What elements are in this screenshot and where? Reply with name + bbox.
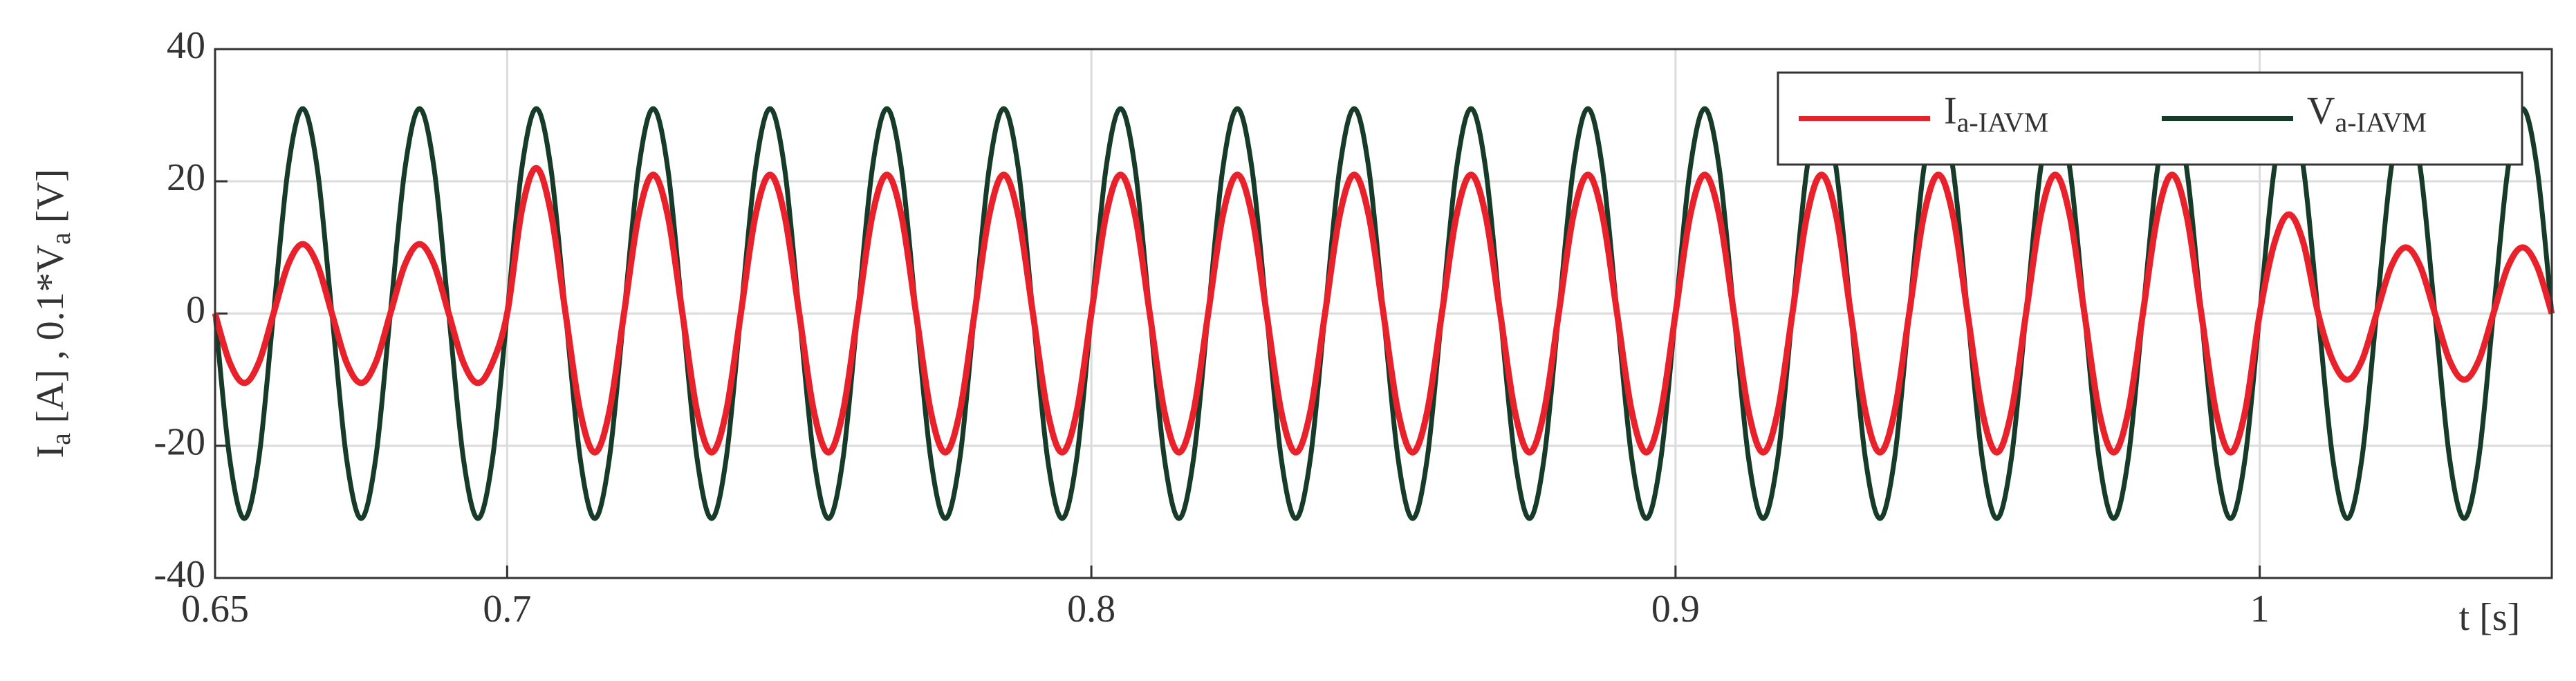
y-axis-label-part: [V] [29,169,72,232]
x-tick-label: 0.8 [1067,588,1115,631]
series-line [212,165,2555,456]
x-tick-label: 0.7 [483,588,531,631]
y-tick-label: -40 [154,553,205,596]
y-axis-label-part: I [29,445,72,458]
legend-label: Va-IAVM [2307,89,2427,138]
y-tick-label: -20 [154,421,205,464]
y-tick-label: 40 [167,24,205,67]
y-axis-label-part: [A] , 0.1*V [29,245,72,433]
y-axis-label-subscript: a [45,433,76,445]
y-tick-label: 0 [186,288,205,331]
legend-label: Ia-IAVM [1944,89,2048,138]
y-tick-label: 20 [167,156,205,199]
plot-frame [214,48,2553,579]
x-tick-label: 1 [2250,588,2270,631]
y-axis-label: Ia [A] , 0.1*Va [V] [29,169,76,458]
x-tick-label: 0.9 [1651,588,1700,631]
x-axis-label: t [s] [2459,596,2521,639]
x-tick-label: 0.65 [181,588,249,631]
y-axis-label-subscript: a [45,232,76,245]
